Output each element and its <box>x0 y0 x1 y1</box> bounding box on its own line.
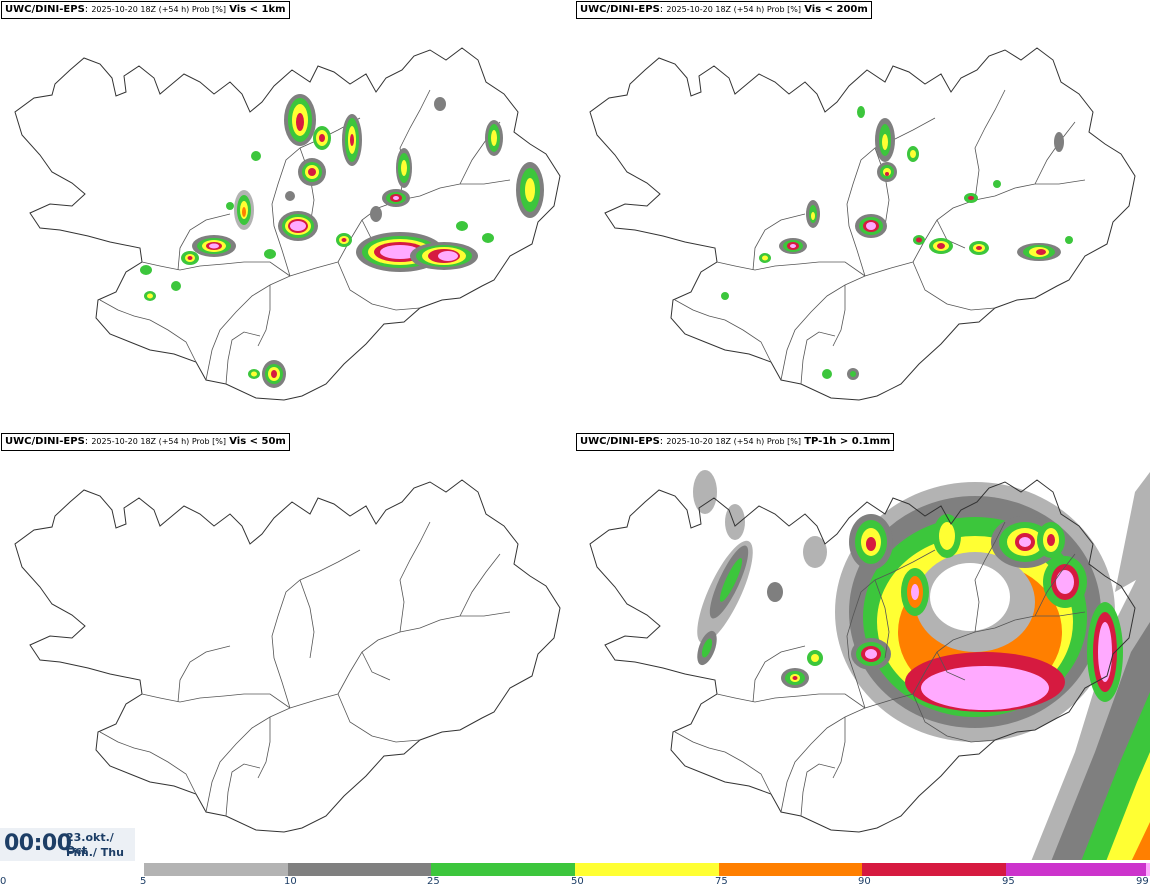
colorbar-tick-label: 25 <box>427 876 440 887</box>
colorbar-segment <box>1146 863 1150 876</box>
colorbar-segment <box>719 863 862 876</box>
probability-contours <box>693 470 1150 860</box>
panel-title: UWC/DINI-EPS: 2025-10-20 18Z (+54 h) Pro… <box>1 433 290 451</box>
panel-title: UWC/DINI-EPS: 2025-10-20 18Z (+54 h) Pro… <box>576 433 895 451</box>
colorbar-legend: 0 5 10 25 50 75 90 95 99 <box>0 862 1150 891</box>
valid-date: 23.okt./ Oct <box>66 831 114 857</box>
map-panel-vis-200m: UWC/DINI-EPS: 2025-10-20 18Z (+54 h) Pro… <box>575 0 1150 432</box>
panel-title: UWC/DINI-EPS: 2025-10-20 18Z (+54 h) Pro… <box>1 1 290 19</box>
colorbar-segment <box>1006 863 1146 876</box>
probability-contours <box>140 94 544 388</box>
iceland-map <box>14 479 561 833</box>
colorbar-tick-label: 90 <box>858 876 871 887</box>
map-panel-vis-1km: UWC/DINI-EPS: 2025-10-20 18Z (+54 h) Pro… <box>0 0 575 432</box>
colorbar-segment <box>575 863 719 876</box>
valid-time: 00:00 <box>4 831 72 856</box>
colorbar-tick-label: 10 <box>284 876 297 887</box>
colorbar-segment <box>288 863 431 876</box>
colorbar-tick-label: 75 <box>715 876 728 887</box>
colorbar-tick-label: 95 <box>1002 876 1015 887</box>
valid-weekday: Fim./ Thu <box>66 846 124 859</box>
colorbar-tick-label: 5 <box>140 876 147 887</box>
map-panel-vis-50m: UWC/DINI-EPS: 2025-10-20 18Z (+54 h) Pro… <box>0 432 575 864</box>
map-panel-precip: UWC/DINI-EPS: 2025-10-20 18Z (+54 h) Pro… <box>575 432 1150 860</box>
valid-time-box: 00:00 23.okt./ Oct Fim./ Thu <box>0 828 135 861</box>
colorbar-tick-label: 0 <box>0 876 7 887</box>
colorbar-segment <box>862 863 1006 876</box>
colorbar-segment <box>431 863 575 876</box>
colorbar-tick-label: 99 <box>1136 876 1149 887</box>
colorbar-segment <box>144 863 288 876</box>
iceland-map <box>589 470 1150 860</box>
panel-title: UWC/DINI-EPS: 2025-10-20 18Z (+54 h) Pro… <box>576 1 872 19</box>
probability-contours <box>721 106 1073 380</box>
iceland-map <box>589 47 1136 401</box>
colorbar-tick-label: 50 <box>571 876 584 887</box>
iceland-map <box>14 47 561 401</box>
